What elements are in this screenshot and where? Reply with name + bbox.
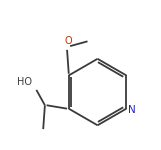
Text: HO: HO	[17, 77, 32, 87]
Text: N: N	[128, 105, 136, 114]
Text: O: O	[64, 36, 72, 46]
